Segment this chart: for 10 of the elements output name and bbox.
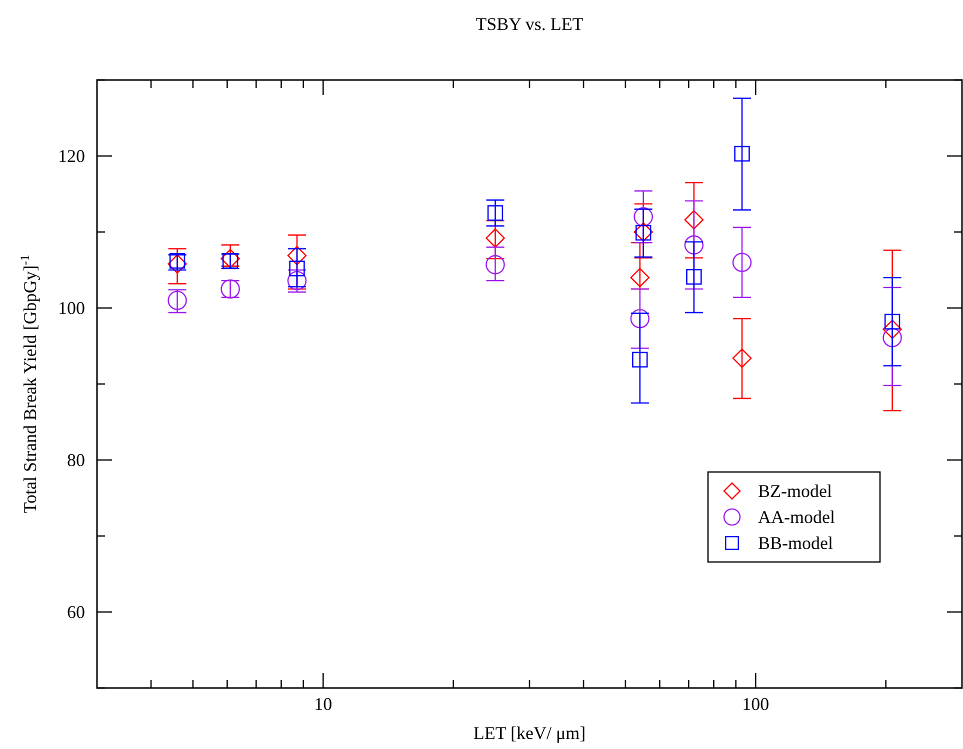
y-tick-label: 100 — [58, 298, 85, 318]
y-tick-label: 80 — [67, 450, 85, 470]
chart-title: TSBY vs. LET — [476, 14, 584, 34]
x-axis-title: LET [keV/ μm] — [473, 723, 586, 743]
x-tick-label: 10 — [314, 694, 332, 714]
legend-label: BZ-model — [758, 481, 832, 501]
legend-label: BB-model — [758, 533, 833, 553]
y-tick-label: 120 — [58, 146, 85, 166]
legend-label: AA-model — [758, 507, 835, 527]
y-tick-label: 60 — [67, 602, 85, 622]
